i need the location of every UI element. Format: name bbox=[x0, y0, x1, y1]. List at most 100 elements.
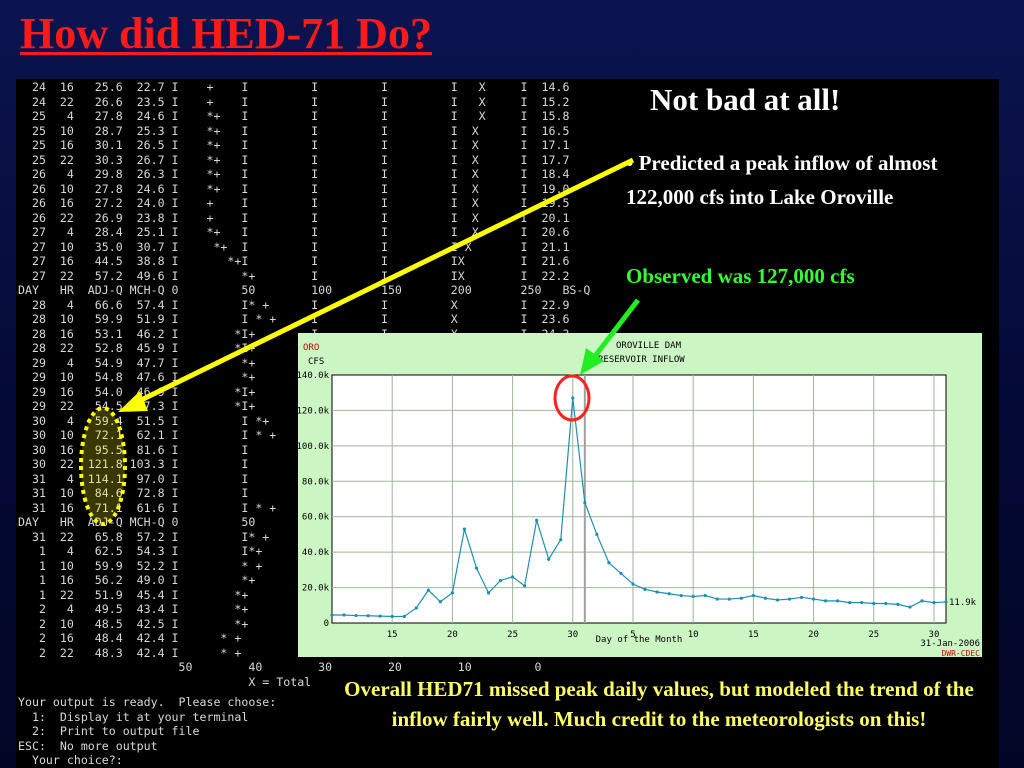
data-point bbox=[414, 606, 418, 610]
data-point bbox=[703, 593, 707, 598]
y-tick-label: 120.0k bbox=[298, 406, 330, 416]
terminal-line: 31 16 71.1 61.6 I I * + bbox=[18, 500, 277, 515]
terminal-line: 24 22 26.6 23.5 I + I I I I X I 15.2 bbox=[18, 94, 570, 109]
menu-line: 2: Print to output file bbox=[18, 724, 200, 738]
terminal-line: 1 10 59.9 52.2 I * + bbox=[18, 558, 263, 573]
terminal-line: 31 4 114.1 97.0 I I bbox=[18, 471, 249, 486]
terminal-line: 2 10 48.5 42.5 I *+ bbox=[18, 616, 249, 631]
data-point bbox=[763, 596, 768, 600]
data-point bbox=[799, 595, 804, 599]
x-tick-label: 10 bbox=[688, 630, 699, 640]
x-tick-label: 20 bbox=[447, 630, 458, 640]
data-point bbox=[426, 588, 430, 592]
data-point bbox=[908, 605, 912, 609]
predicted-bullet: • Predicted a peak inflow of almost 122,… bbox=[626, 151, 938, 209]
data-point bbox=[691, 594, 695, 599]
terminal-line: 26 4 29.8 26.3 I *+ I I I I X I 18.4 bbox=[18, 167, 570, 181]
terminal-line: 27 22 57.2 49.6 I *+ I I IX I 22.2 bbox=[18, 268, 570, 283]
data-point bbox=[523, 584, 527, 588]
inflow-chart-svg: 0 20.0k 40.0k 60.0k 80.0k 100.0k 120.0k 140.0k 1… bbox=[298, 341, 980, 657]
data-point bbox=[932, 601, 936, 605]
data-point bbox=[390, 614, 394, 619]
caption-text: Overall HED71 missed peak daily values, … bbox=[344, 677, 974, 731]
terminal-line: 1 22 51.9 45.4 I *+ bbox=[18, 587, 249, 602]
data-point bbox=[535, 518, 539, 522]
terminal-line: 28 22 52.8 45.9 I *I+ bbox=[18, 341, 256, 355]
x-tick-label: 20 bbox=[808, 630, 819, 640]
observed-text: Observed was 127,000 cfs bbox=[626, 264, 855, 288]
data-point bbox=[450, 591, 454, 595]
data-point bbox=[595, 532, 599, 537]
data-point bbox=[631, 582, 635, 586]
terminal-line: 31 10 84.6 72.8 I I bbox=[18, 486, 249, 500]
y-tick-label: 100.0k bbox=[298, 442, 330, 452]
data-point bbox=[751, 593, 755, 598]
inflow-chart: 0 20.0k 40.0k 60.0k 80.0k 100.0k 120.0k 140.0k 1… bbox=[298, 333, 982, 657]
terminal-line: 27 16 44.5 38.8 I *+I I I IX I 21.6 bbox=[18, 254, 570, 268]
output-menu: Your output is ready. Please choose: 1: … bbox=[16, 687, 316, 768]
chart-date-label: 31-Jan-2006 bbox=[920, 639, 980, 649]
data-point bbox=[884, 601, 888, 606]
data-point bbox=[354, 613, 358, 618]
x-tick-label: 15 bbox=[387, 630, 398, 640]
x-tick-label: 30 bbox=[929, 630, 940, 640]
data-point bbox=[848, 601, 852, 605]
terminal-line: 2 22 48.3 42.4 I * + bbox=[18, 645, 242, 660]
terminal-line: 1 16 56.2 49.0 I *+ bbox=[18, 573, 256, 587]
chart-station-label: ORO bbox=[303, 343, 319, 353]
y-tick-label: 60.0k bbox=[302, 513, 330, 523]
terminal-line: DAY HR ADJ-Q MCH-Q 0 50 100 150 200 250 … bbox=[18, 283, 591, 297]
terminal-line: 30 10 72.1 62.1 I I * + bbox=[18, 428, 277, 442]
terminal-line: 26 16 27.2 24.0 I + I I I I X I 19.5 bbox=[18, 196, 570, 210]
x-tick-label: 5 bbox=[630, 630, 635, 640]
y-tick-label: 0 bbox=[324, 619, 329, 629]
terminal-line: 27 4 28.4 25.1 I *+ I I I I X I 20.6 bbox=[18, 225, 570, 239]
data-point bbox=[510, 575, 515, 579]
chart-subtitle: RESERVOIR INFLOW bbox=[598, 355, 685, 365]
slide-title: How did HED-71 Do? bbox=[20, 9, 432, 58]
data-point bbox=[330, 613, 334, 617]
headline: Not bad at all! bbox=[650, 82, 841, 117]
y-tick-label: 140.0k bbox=[298, 371, 330, 381]
data-point bbox=[402, 614, 406, 619]
terminal-line: 24 16 25.6 22.7 I + I I I I X I 14.6 bbox=[18, 80, 570, 94]
data-point bbox=[559, 538, 563, 542]
data-point bbox=[872, 601, 876, 606]
terminal-line: 30 4 59.4 51.5 I I *+ bbox=[18, 413, 270, 428]
chart-unit-label: CFS bbox=[308, 357, 324, 367]
menu-line: 1: Display it at your terminal bbox=[18, 709, 249, 724]
terminal-line: 30 16 95.5 81.6 I I bbox=[18, 442, 249, 457]
data-point bbox=[571, 396, 575, 400]
data-point bbox=[583, 500, 587, 505]
data-point bbox=[438, 600, 442, 604]
data-point bbox=[727, 597, 731, 601]
data-point bbox=[462, 527, 467, 531]
data-point bbox=[679, 593, 683, 598]
data-point bbox=[486, 591, 491, 595]
menu-line: ESC: No more output bbox=[18, 738, 158, 753]
data-point bbox=[619, 571, 623, 575]
x-tick-label: 15 bbox=[748, 630, 759, 640]
last-value-label: 11.9k bbox=[949, 598, 977, 608]
data-point bbox=[811, 597, 816, 601]
terminal-line: 28 10 59.9 51.9 I I * + I I X I 23.6 bbox=[18, 312, 570, 326]
terminal-line: 27 10 35.0 30.7 I *+ I I I I X I 21.1 bbox=[18, 239, 570, 254]
data-point bbox=[836, 599, 840, 603]
terminal-line: 2 16 48.4 42.4 I * + bbox=[18, 631, 242, 645]
terminal-line: 29 22 54.5 47.3 I *I+ bbox=[18, 399, 256, 413]
terminal-line: 30 22 121.8 103.3 I I bbox=[18, 457, 249, 471]
menu-line: Your choice?: bbox=[18, 753, 123, 767]
terminal-line: 25 10 28.7 25.3 I *+ I I I I X I 16.5 bbox=[18, 123, 570, 138]
data-point bbox=[896, 602, 900, 606]
data-point bbox=[366, 614, 370, 618]
terminal-line: 50 40 30 20 10 0 bbox=[18, 660, 542, 674]
data-point bbox=[775, 598, 780, 602]
data-point bbox=[342, 613, 346, 617]
data-point bbox=[474, 566, 479, 570]
terminal-line: 26 22 26.9 23.8 I + I I I I X I 20.1 bbox=[18, 210, 570, 225]
y-tick-label: 20.0k bbox=[302, 584, 330, 594]
data-point bbox=[655, 590, 659, 594]
data-point bbox=[643, 587, 647, 591]
data-point bbox=[824, 599, 828, 603]
terminal-line: 28 4 66.6 57.4 I I* + I I X I 22.9 bbox=[18, 297, 570, 312]
